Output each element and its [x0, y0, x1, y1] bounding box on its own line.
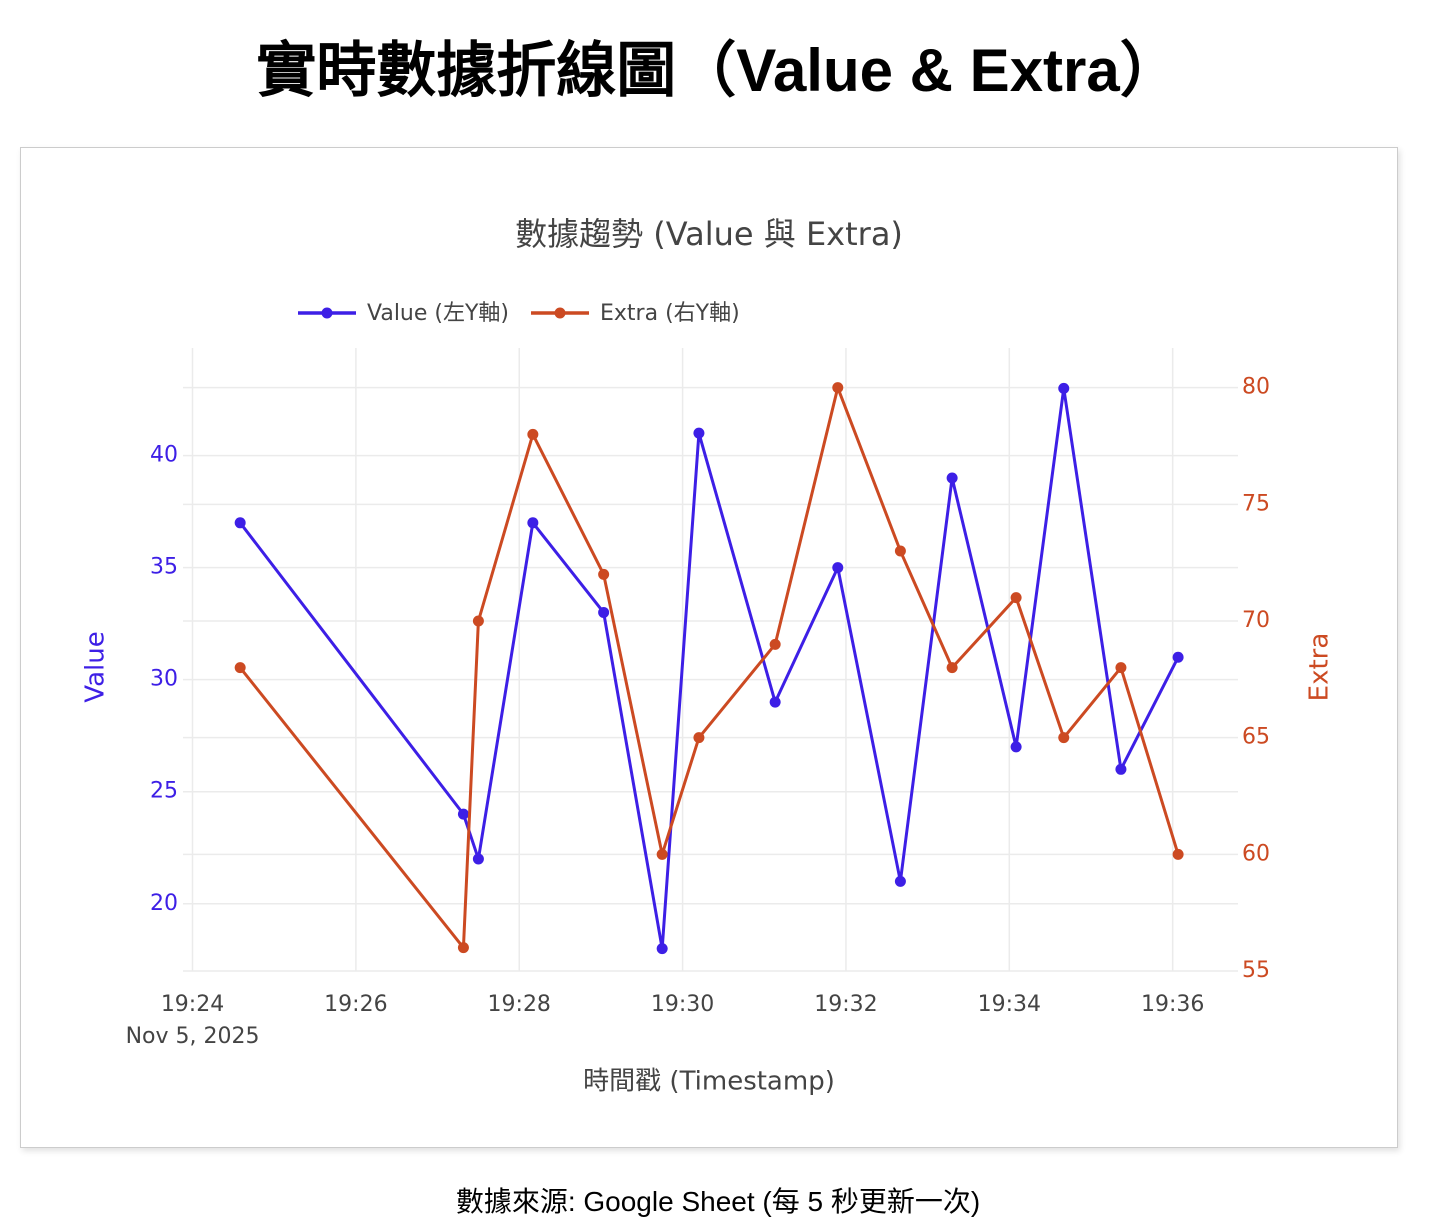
x-tick-label: 19:24 [161, 992, 224, 1017]
y2-tick-label: 55 [1242, 958, 1270, 983]
x-tick-label: 19:32 [814, 992, 877, 1017]
data-point [1058, 382, 1070, 394]
data-point [234, 517, 246, 529]
data-point [1172, 848, 1184, 860]
data-point [1115, 662, 1127, 674]
series-line [238, 386, 1180, 951]
data-point [894, 545, 906, 557]
y-tick-label: 35 [150, 555, 178, 580]
data-point [693, 427, 705, 439]
y2-tick-label: 65 [1242, 725, 1270, 750]
data-point [693, 732, 705, 744]
data-point [832, 562, 844, 574]
y2-tick-label: 70 [1242, 608, 1270, 633]
footer: 數據來源: Google Sheet (每 5 秒更新一次) [455, 1186, 981, 1217]
chart-container [20, 147, 1398, 1148]
x-date-label: Nov 5, 2025 [126, 1024, 260, 1049]
data-point [234, 662, 246, 674]
data-point [894, 875, 906, 887]
data-point [527, 517, 539, 529]
data-point [598, 606, 610, 618]
page-title: 實時數據折線圖（Value & Extra） [256, 37, 1180, 104]
data-point [457, 808, 469, 820]
data-point [1058, 732, 1070, 744]
data-point [472, 853, 484, 865]
data-point [472, 615, 484, 627]
data-point [598, 568, 610, 580]
legend-label[interactable]: Extra (右Y軸) [600, 301, 740, 326]
data-point [656, 943, 668, 955]
x-tick-label: 19:30 [651, 992, 714, 1017]
y2-axis-title: Extra [1305, 633, 1335, 702]
y-tick-label: 20 [150, 891, 178, 916]
x-tick-label: 19:34 [978, 992, 1041, 1017]
legend-marker[interactable] [554, 307, 566, 319]
data-point [1010, 741, 1022, 753]
data-point [769, 638, 781, 650]
legend-marker[interactable] [321, 307, 333, 319]
data-point [946, 662, 958, 674]
y-tick-label: 25 [150, 779, 178, 804]
x-tick-label: 19:26 [324, 992, 387, 1017]
y2-tick-label: 60 [1242, 841, 1270, 866]
chart: 數據趨勢 (Value 與 Extra) 時間戳 (Timestamp) 19:… [81, 215, 1335, 1097]
x-axis-title: 時間戳 (Timestamp) [583, 1067, 835, 1097]
data-point [946, 472, 958, 484]
y2-tick-label: 80 [1242, 375, 1270, 400]
x-tick-label: 19:28 [488, 992, 551, 1017]
y2-tick-label: 75 [1242, 491, 1270, 516]
data-point [769, 696, 781, 708]
chart-title: 數據趨勢 (Value 與 Extra) [515, 215, 903, 253]
x-tick-label: 19:36 [1141, 992, 1204, 1017]
legend-label[interactable]: Value (左Y軸) [367, 301, 509, 326]
data-point [656, 848, 668, 860]
y-axis-title: Value [81, 631, 111, 702]
data-point [457, 942, 469, 954]
data-point [1172, 651, 1184, 663]
y-tick-label: 40 [150, 443, 178, 468]
data-point [1115, 763, 1127, 775]
data-point [832, 382, 844, 394]
data-point [1010, 592, 1022, 604]
data-point [527, 428, 539, 440]
y-tick-label: 30 [150, 667, 178, 692]
